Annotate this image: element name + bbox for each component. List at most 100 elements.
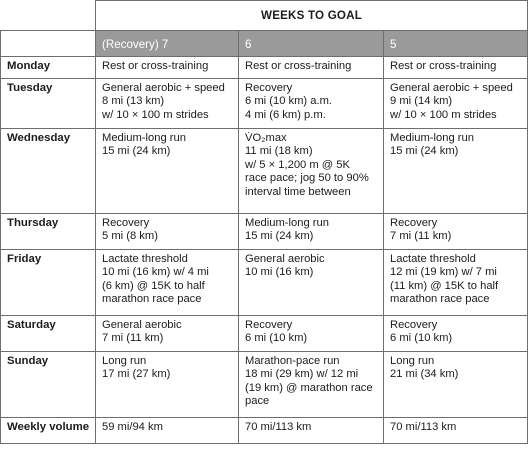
workout-line: 7 mi (11 km) (390, 230, 452, 243)
day-label: Saturday (0, 315, 96, 352)
column-header-week-7: (Recovery) 7 (95, 30, 239, 57)
day-label: Monday (0, 56, 96, 79)
workout-cell-week-6: Recovery 6 mi (10 km) (238, 315, 384, 352)
workout-line: 6 mi (10 km) a.m. (245, 95, 333, 108)
training-table: WEEKS TO GOAL (Recovery) 7 6 5 Monday Res… (0, 0, 528, 444)
workout-line: marathon race pace (390, 293, 490, 306)
workout-line: Long run (102, 355, 147, 367)
workout-line: 4 mi (6 km) p.m. (245, 108, 326, 121)
workout-cell-week-6: Recovery 6 mi (10 km) a.m. 4 mi (6 km) p.m… (238, 78, 384, 129)
workout-line: General aerobic (245, 253, 325, 265)
workout-line: General aerobic + speed (390, 82, 513, 94)
day-label: Sunday (0, 351, 96, 418)
workout-line: 70 mi/113 km (245, 421, 312, 433)
workout-line: Recovery (245, 319, 293, 331)
workout-line: 17 mi (27 km) (102, 368, 171, 381)
corner-cell (0, 0, 96, 31)
workout-line: 9 mi (14 km) (390, 95, 453, 108)
workout-line: (6 km) @ 15K to half (102, 279, 205, 292)
workout-cell-week-5: 70 mi/113 km (382, 417, 528, 444)
table-row: Saturday General aerobic 7 mi (11 km) Recov… (0, 315, 528, 352)
workout-cell-week-7: Medium-long run 15 mi (24 km) (95, 128, 239, 214)
workout-cell-week-6: V̇O₂max 11 mi (18 km) w/ 5 × 1,200 m @ 5K r… (238, 128, 384, 214)
workout-cell-week-6: Marathon-pace run 18 mi (29 km) w/ 12 mi(… (238, 351, 384, 418)
workout-line: Marathon-pace run (245, 355, 340, 367)
column-header-row: (Recovery) 7 6 5 (0, 30, 528, 57)
workout-line: Rest or cross-training (245, 60, 352, 72)
table-row: Tuesday General aerobic + speed 8 mi (13 k… (0, 78, 528, 129)
workout-cell-week-6: 70 mi/113 km (238, 417, 384, 444)
day-label: Friday (0, 249, 96, 316)
workout-cell-week-5: Long run 21 mi (34 km) (382, 351, 528, 418)
row-header-spacer (0, 30, 96, 57)
workout-cell-week-5: Recovery 6 mi (10 km) (382, 315, 528, 352)
workout-line: General aerobic + speed (102, 82, 225, 94)
column-header-week-5: 5 (382, 30, 528, 57)
workout-line: 15 mi (24 km) (245, 230, 314, 243)
workout-line: General aerobic (102, 319, 182, 331)
workout-line: 8 mi (13 km) (102, 95, 165, 108)
workout-line: 12 mi (19 km) w/ 7 mi (390, 266, 497, 279)
workout-cell-week-7: General aerobic + speed 8 mi (13 km) w/ 10… (95, 78, 239, 129)
table-row: Friday Lactate threshold 10 mi (16 km) w/ … (0, 249, 528, 316)
workout-line: 10 mi (16 km) (245, 266, 314, 279)
workout-line: (11 km) @ 15K to half (390, 279, 499, 292)
workout-line: pace (245, 395, 270, 408)
workout-cell-week-6: General aerobic 10 mi (16 km) (238, 249, 384, 316)
workout-cell-week-5: Rest or cross-training (382, 56, 528, 79)
workout-line: interval time between (245, 185, 351, 198)
workout-line: 11 mi (18 km) (245, 145, 313, 158)
workout-cell-week-6: Medium-long run 15 mi (24 km) (238, 213, 384, 250)
workout-line: Recovery (245, 82, 293, 94)
workout-line: 5 mi (8 km) (102, 230, 158, 243)
workout-line: 15 mi (24 km) (102, 145, 171, 158)
workout-line: Recovery (390, 217, 438, 229)
workout-cell-week-7: General aerobic 7 mi (11 km) (95, 315, 239, 352)
column-header-week-6: 6 (238, 30, 384, 57)
workout-line: race pace; jog 50 to 90% (245, 172, 369, 185)
workout-line: 10 mi (16 km) w/ 4 mi (102, 266, 209, 279)
workout-cell-week-7: Long run 17 mi (27 km) (95, 351, 239, 418)
workout-line: 59 mi/94 km (102, 421, 163, 433)
workout-line: 70 mi/113 km (390, 421, 457, 433)
day-label: Weekly volume (0, 417, 96, 444)
workout-cell-week-5: Medium-long run 15 mi (24 km) (382, 128, 528, 214)
workout-line: Recovery (102, 217, 150, 229)
table-row: Weekly volume 59 mi/94 km 70 mi/113 km 70 m… (0, 417, 528, 444)
workout-line: Medium-long run (390, 132, 474, 144)
workout-cell-week-7: 59 mi/94 km (95, 417, 239, 444)
workout-line: w/ 5 × 1,200 m @ 5K (245, 158, 350, 171)
workout-line: 7 mi (11 km) (102, 332, 164, 345)
workout-cell-week-7: Lactate threshold 10 mi (16 km) w/ 4 mi (6… (95, 249, 239, 316)
workout-line: 6 mi (10 km) (245, 332, 308, 345)
table-row: Monday Rest or cross-training Rest or cros… (0, 56, 528, 79)
workout-line: Medium-long run (245, 217, 329, 229)
table-title: WEEKS TO GOAL (94, 0, 528, 31)
workout-line: w/ 10 × 100 m strides (390, 108, 497, 121)
workout-line: Lactate threshold (390, 253, 476, 265)
workout-line: 18 mi (29 km) w/ 12 mi (245, 368, 359, 381)
workout-cell-week-5: Recovery 7 mi (11 km) (382, 213, 528, 250)
workout-line: Lactate threshold (102, 253, 188, 265)
workout-line: Rest or cross-training (390, 60, 497, 72)
workout-cell-week-5: Lactate threshold 12 mi (19 km) w/ 7 mi (1… (382, 249, 528, 316)
workout-line: 15 mi (24 km) (390, 145, 459, 158)
workout-line: 6 mi (10 km) (390, 332, 453, 345)
table-row: Thursday Recovery 5 mi (8 km) Medium-long r… (0, 213, 528, 250)
day-label: Thursday (0, 213, 96, 250)
table-row: Sunday Long run 17 mi (27 km) Marathon-pace… (0, 351, 528, 418)
workout-cell-week-7: Recovery 5 mi (8 km) (95, 213, 239, 250)
day-label: Tuesday (0, 78, 96, 129)
workout-line: 21 mi (34 km) (390, 368, 459, 381)
workout-line: Medium-long run (102, 132, 186, 144)
workout-line: marathon race pace (102, 293, 202, 306)
workout-cell-week-5: General aerobic + speed 9 mi (14 km) w/ 10… (382, 78, 528, 129)
workout-line: V̇O₂max (245, 132, 287, 144)
workout-line: Long run (390, 355, 435, 367)
table-row: Wednesday Medium-long run 15 mi (24 km) V̇O… (0, 128, 528, 214)
day-label: Wednesday (0, 128, 96, 214)
workout-line: Rest or cross-training (102, 60, 209, 72)
workout-line: Recovery (390, 319, 438, 331)
workout-line: w/ 10 × 100 m strides (102, 108, 209, 121)
